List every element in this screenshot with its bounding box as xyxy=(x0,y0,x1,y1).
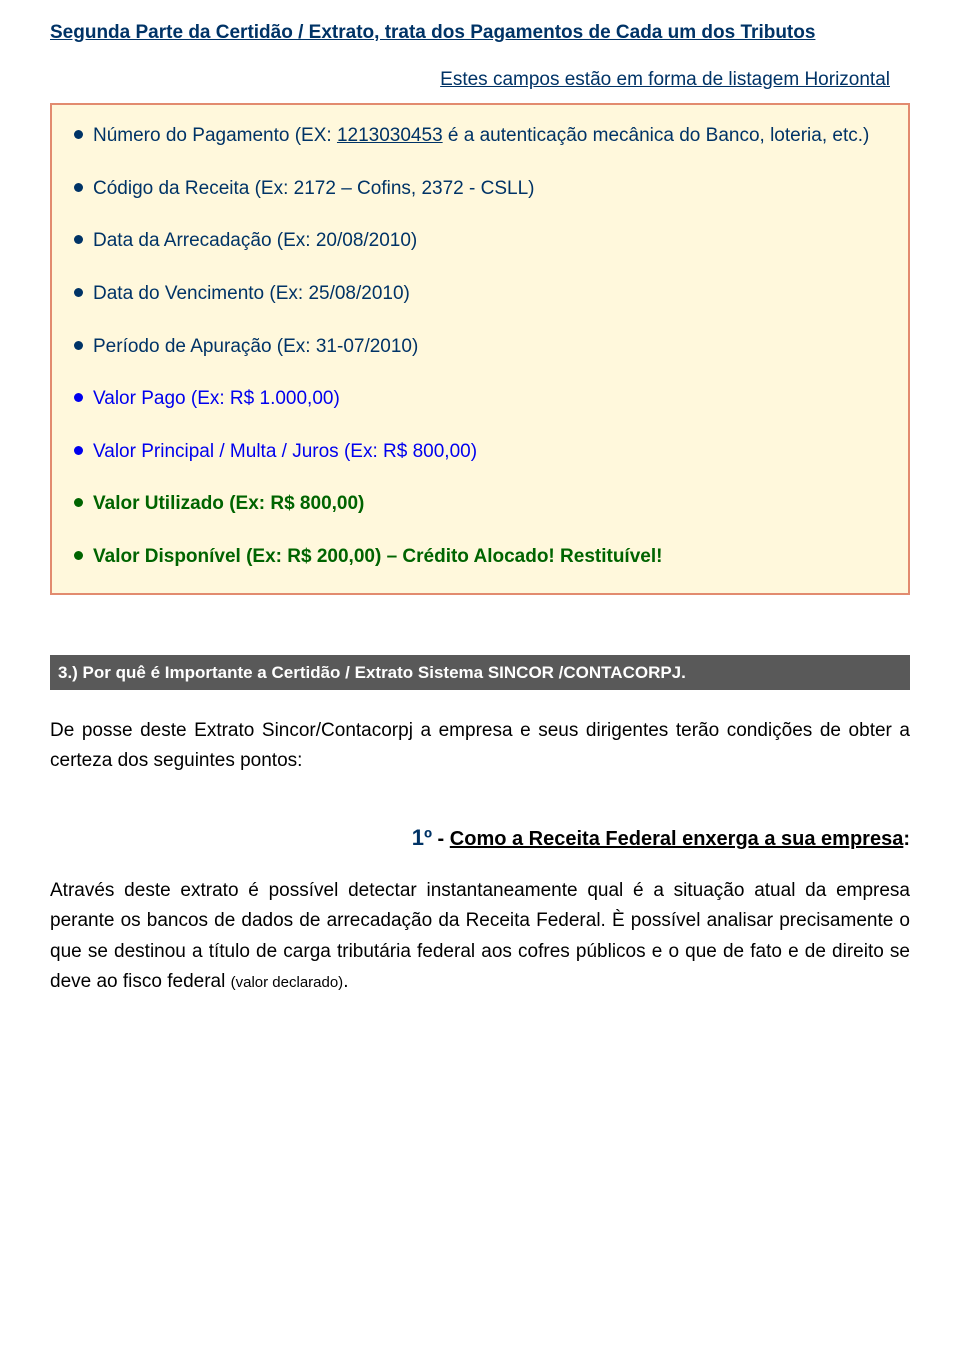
bullet-text: Período de Apuração (Ex: 31-07/2010) xyxy=(93,334,886,361)
section-bar-title: 3.) Por quê é Importante a Certidão / Ex… xyxy=(50,655,910,691)
bullet-icon xyxy=(74,235,83,244)
bullet-text: Valor Principal / Multa / Juros (Ex: R$ … xyxy=(93,439,886,466)
bullet-text: Número do Pagamento (EX: 1213030453 é a … xyxy=(93,123,886,150)
bullet-icon xyxy=(74,446,83,455)
bullet-item: Valor Disponível (Ex: R$ 200,00) – Crédi… xyxy=(74,544,886,571)
info-box: Número do Pagamento (EX: 1213030453 é a … xyxy=(50,103,910,594)
bullet-icon xyxy=(74,393,83,402)
bullet-item: Valor Pago (Ex: R$ 1.000,00) xyxy=(74,386,886,413)
body-paragraph: Através deste extrato é possível detecta… xyxy=(50,876,910,998)
bullet-item: Período de Apuração (Ex: 31-07/2010) xyxy=(74,334,886,361)
bullet-text: Data da Arrecadação (Ex: 20/08/2010) xyxy=(93,228,886,255)
body-end: . xyxy=(343,971,348,992)
section-heading: Segunda Parte da Certidão / Extrato, tra… xyxy=(50,20,910,47)
sub-note: Estes campos estão em forma de listagem … xyxy=(50,67,910,94)
body-small: (valor declarado) xyxy=(231,974,344,991)
bullet-text: Valor Disponível (Ex: R$ 200,00) – Crédi… xyxy=(93,544,886,571)
heading-text: Como a Receita Federal enxerga a sua emp… xyxy=(450,828,904,850)
bullet-item: Código da Receita (Ex: 2172 – Cofins, 23… xyxy=(74,176,886,203)
bullet-text: Valor Pago (Ex: R$ 1.000,00) xyxy=(93,386,886,413)
bullet-icon xyxy=(74,341,83,350)
bullet-icon xyxy=(74,498,83,507)
bullet-item: Número do Pagamento (EX: 1213030453 é a … xyxy=(74,123,886,150)
bullet-icon xyxy=(74,183,83,192)
bullet-text: Código da Receita (Ex: 2172 – Cofins, 23… xyxy=(93,176,886,203)
body-main: Através deste extrato é possível detecta… xyxy=(50,880,910,992)
bullet-text: Data do Vencimento (Ex: 25/08/2010) xyxy=(93,281,886,308)
bullet-item: Data da Arrecadação (Ex: 20/08/2010) xyxy=(74,228,886,255)
heading-colon: : xyxy=(903,828,910,850)
heading-dash: - xyxy=(432,828,450,850)
intro-paragraph: De posse deste Extrato Sincor/Contacorpj… xyxy=(50,716,910,775)
bullet-item: Data do Vencimento (Ex: 25/08/2010) xyxy=(74,281,886,308)
bullet-item: Valor Utilizado (Ex: R$ 800,00) xyxy=(74,491,886,518)
bullet-icon xyxy=(74,288,83,297)
bullet-item: Valor Principal / Multa / Juros (Ex: R$ … xyxy=(74,439,886,466)
bullet-text: Valor Utilizado (Ex: R$ 800,00) xyxy=(93,491,886,518)
numbered-heading: 1º - Como a Receita Federal enxerga a su… xyxy=(50,823,910,854)
heading-number: 1º xyxy=(412,825,432,850)
bullet-icon xyxy=(74,130,83,139)
bullet-icon xyxy=(74,551,83,560)
